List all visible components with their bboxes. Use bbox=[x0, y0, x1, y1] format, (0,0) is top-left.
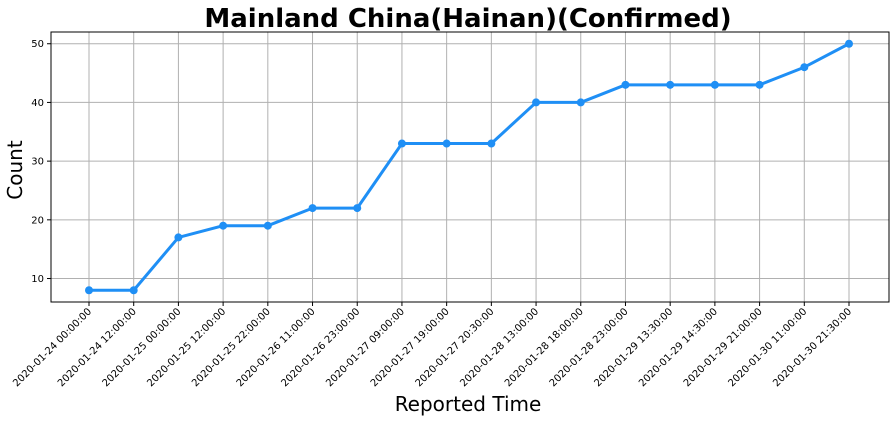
y-axis-ticks: 10 20 30 40 50 bbox=[31, 39, 51, 285]
x-tick-label: 2020-01-24 00:00:00 bbox=[11, 306, 94, 389]
grid bbox=[51, 32, 889, 302]
data-point bbox=[666, 80, 675, 89]
data-point bbox=[129, 286, 138, 295]
x-tick-label: 2020-01-27 09:00:00 bbox=[324, 306, 407, 389]
data-point bbox=[576, 98, 585, 107]
data-point bbox=[85, 286, 93, 295]
data-points bbox=[85, 39, 853, 295]
chart-title: Mainland China(Hainan)(Confirmed) bbox=[204, 4, 731, 34]
x-tick-label: 2020-01-25 12:00:00 bbox=[145, 306, 228, 389]
data-point bbox=[219, 221, 228, 230]
x-tick-label: 2020-01-25 22:00:00 bbox=[190, 306, 273, 389]
data-point bbox=[800, 63, 809, 72]
x-tick-label: 2020-01-29 14:30:00 bbox=[637, 306, 720, 389]
x-tick-label: 2020-01-26 11:00:00 bbox=[235, 306, 318, 389]
x-tick-label: 2020-01-30 11:00:00 bbox=[727, 306, 810, 389]
data-point bbox=[308, 204, 317, 213]
x-tick-label: 2020-01-25 00:00:00 bbox=[101, 306, 184, 389]
y-tick-label: 20 bbox=[31, 215, 44, 226]
data-point bbox=[174, 233, 183, 242]
data-point bbox=[621, 80, 630, 89]
x-tick-label: 2020-01-28 23:00:00 bbox=[548, 306, 631, 389]
data-point bbox=[263, 221, 272, 230]
y-tick-label: 40 bbox=[31, 98, 44, 109]
x-axis-label: Reported Time bbox=[395, 392, 542, 416]
y-tick-label: 10 bbox=[31, 274, 44, 285]
data-point bbox=[532, 98, 541, 107]
data-point bbox=[397, 139, 406, 148]
x-tick-label: 2020-01-29 21:00:00 bbox=[682, 306, 765, 389]
data-point bbox=[710, 80, 719, 89]
data-point bbox=[442, 139, 451, 148]
plot-frame bbox=[50, 31, 890, 303]
x-tick-label: 2020-01-27 20:30:00 bbox=[414, 306, 497, 389]
data-point bbox=[487, 139, 496, 148]
series-line bbox=[89, 42, 850, 292]
x-tick-label: 2020-01-30 21:30:00 bbox=[771, 306, 854, 389]
x-tick-label: 2020-01-29 13:30:00 bbox=[592, 306, 675, 389]
x-tick-label: 2020-01-26 23:00:00 bbox=[279, 306, 362, 389]
y-tick-label: 50 bbox=[31, 39, 44, 50]
x-tick-label: 2020-01-28 13:00:00 bbox=[458, 306, 541, 389]
x-tick-label: 2020-01-24 12:00:00 bbox=[56, 306, 139, 389]
y-tick-label: 30 bbox=[31, 157, 44, 168]
data-point bbox=[845, 39, 853, 48]
data-point bbox=[353, 204, 362, 213]
y-axis-label: Count bbox=[3, 140, 27, 200]
x-tick-label: 2020-01-28 18:00:00 bbox=[503, 306, 586, 389]
data-point bbox=[755, 80, 764, 89]
x-tick-label: 2020-01-27 19:00:00 bbox=[369, 306, 452, 389]
